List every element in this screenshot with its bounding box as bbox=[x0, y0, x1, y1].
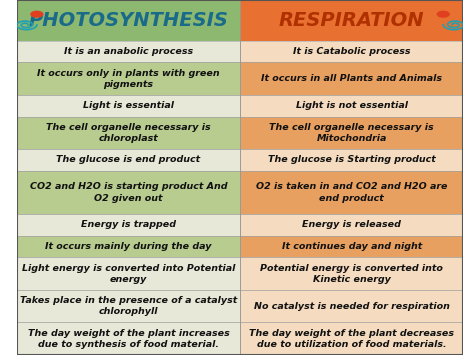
Text: The cell organelle necessary is
chlоroplast: The cell organelle necessary is chlоropl… bbox=[46, 123, 211, 143]
Bar bbox=[17, 149, 240, 171]
Bar bbox=[240, 171, 464, 214]
Bar bbox=[240, 62, 464, 95]
Text: It continues day and night: It continues day and night bbox=[282, 242, 422, 251]
Bar bbox=[17, 117, 240, 149]
Ellipse shape bbox=[30, 11, 44, 18]
Text: O2 is taken in and CO2 and H2O are
end product: O2 is taken in and CO2 and H2O are end p… bbox=[256, 182, 447, 203]
Bar bbox=[240, 290, 464, 322]
Bar bbox=[17, 257, 240, 290]
Bar bbox=[240, 41, 464, 62]
Text: Energy is released: Energy is released bbox=[302, 220, 401, 229]
Bar bbox=[17, 95, 240, 117]
Bar bbox=[240, 322, 464, 355]
Text: CO2 and H2O is starting product And
O2 given out: CO2 and H2O is starting product And O2 g… bbox=[30, 182, 227, 203]
Text: It is Catabolic process: It is Catabolic process bbox=[293, 47, 410, 56]
Bar bbox=[240, 0, 464, 41]
Bar bbox=[17, 41, 240, 62]
Bar bbox=[240, 95, 464, 117]
Bar bbox=[17, 0, 240, 41]
Bar bbox=[17, 214, 240, 236]
Text: The glucose is Starting product: The glucose is Starting product bbox=[268, 155, 436, 164]
Bar bbox=[240, 214, 464, 236]
Text: It occurs only in plants with green
pigments: It occurs only in plants with green pigm… bbox=[37, 69, 220, 89]
Text: It occurs in all Plants and Animals: It occurs in all Plants and Animals bbox=[261, 74, 442, 83]
Bar bbox=[17, 322, 240, 355]
Text: No catalyst is needed for respiration: No catalyst is needed for respiration bbox=[254, 302, 450, 311]
Bar bbox=[17, 290, 240, 322]
Text: Light is essential: Light is essential bbox=[83, 101, 174, 110]
Bar bbox=[17, 171, 240, 214]
Text: The day weight of the plant increases
due to synthesis of food material.: The day weight of the plant increases du… bbox=[27, 329, 229, 349]
Bar bbox=[240, 117, 464, 149]
Text: Takes place in the presence of a catalyst
chlorophyll: Takes place in the presence of a catalys… bbox=[20, 296, 237, 316]
Text: PHOTOSYNTHESIS: PHOTOSYNTHESIS bbox=[28, 11, 228, 30]
Text: It is an anabolic process: It is an anabolic process bbox=[64, 47, 193, 56]
Bar bbox=[240, 149, 464, 171]
Text: RESPIRATION: RESPIRATION bbox=[279, 11, 425, 30]
Bar bbox=[17, 236, 240, 257]
Text: The glucose is end product: The glucose is end product bbox=[56, 155, 201, 164]
Text: Light energy is converted into Potential
energy: Light energy is converted into Potential… bbox=[22, 264, 235, 284]
Text: Potential energy is converted into
Kinetic energy: Potential energy is converted into Kinet… bbox=[260, 264, 443, 284]
Bar bbox=[240, 236, 464, 257]
Ellipse shape bbox=[437, 11, 450, 18]
Text: The day weight of the plant decreases
due to utilization of food materials.: The day weight of the plant decreases du… bbox=[249, 329, 454, 349]
Bar bbox=[17, 62, 240, 95]
Text: It occurs mainly during the day: It occurs mainly during the day bbox=[45, 242, 212, 251]
Text: Light is not essential: Light is not essential bbox=[296, 101, 408, 110]
Bar bbox=[240, 257, 464, 290]
Text: The cell organelle necessary is
Mitochondria: The cell organelle necessary is Mitochon… bbox=[269, 123, 434, 143]
Text: Energy is trapped: Energy is trapped bbox=[81, 220, 176, 229]
